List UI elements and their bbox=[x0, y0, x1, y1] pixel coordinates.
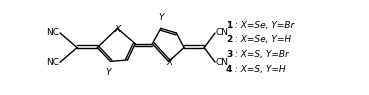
Text: X: X bbox=[166, 58, 172, 67]
Text: NC: NC bbox=[46, 28, 59, 37]
Text: Y: Y bbox=[106, 68, 111, 77]
Text: NC: NC bbox=[46, 58, 59, 67]
Text: : X=Se, Y=Br: : X=Se, Y=Br bbox=[232, 21, 294, 30]
Text: : X=S, Y=H: : X=S, Y=H bbox=[232, 65, 286, 74]
Text: 1: 1 bbox=[226, 21, 232, 30]
Text: 2: 2 bbox=[226, 35, 232, 44]
Text: 4: 4 bbox=[226, 65, 232, 74]
Text: : X=Se, Y=H: : X=Se, Y=H bbox=[232, 35, 291, 44]
Text: X: X bbox=[114, 25, 121, 34]
Text: CN: CN bbox=[216, 58, 229, 67]
Text: Y: Y bbox=[158, 13, 163, 22]
Text: : X=S, Y=Br: : X=S, Y=Br bbox=[232, 50, 289, 59]
Text: 3: 3 bbox=[226, 50, 232, 59]
Text: CN: CN bbox=[216, 28, 229, 37]
